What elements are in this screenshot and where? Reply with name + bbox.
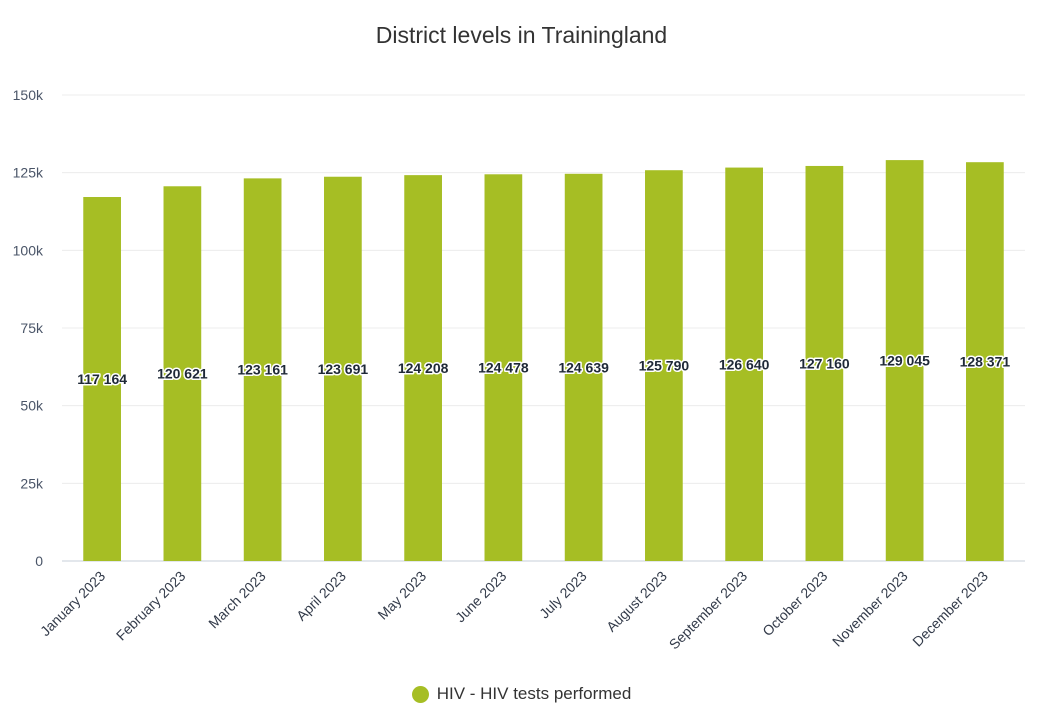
bar[interactable] <box>564 173 603 561</box>
x-tick-label: February 2023 <box>113 568 189 644</box>
bar[interactable] <box>83 197 121 562</box>
bar[interactable] <box>324 176 362 562</box>
legend-swatch <box>411 685 429 703</box>
data-label: 124 208 <box>398 360 449 376</box>
x-tick-label: November 2023 <box>829 568 911 650</box>
bar[interactable] <box>484 174 523 562</box>
bar[interactable] <box>163 186 202 562</box>
data-label: 125 790 <box>639 358 690 374</box>
data-label: 123 161 <box>237 362 288 378</box>
y-tick-label: 125k <box>13 165 44 181</box>
y-tick-label: 50k <box>20 398 44 414</box>
data-label: 117 164 <box>77 371 127 387</box>
bar[interactable] <box>805 165 844 561</box>
x-tick-label: July 2023 <box>536 568 590 622</box>
y-tick-label: 100k <box>13 242 44 258</box>
bar[interactable] <box>725 167 763 562</box>
x-tick-label: January 2023 <box>37 568 108 639</box>
y-tick-label: 0 <box>35 553 43 569</box>
bar[interactable] <box>404 175 442 562</box>
x-tick-label: September 2023 <box>666 568 751 653</box>
legend[interactable]: HIV - HIV tests performed <box>0 684 1043 704</box>
data-label: 120 621 <box>157 366 208 382</box>
x-tick-label: June 2023 <box>452 568 510 626</box>
data-label: 123 691 <box>318 361 369 377</box>
x-tick-label: December 2023 <box>909 568 991 650</box>
data-label: 126 640 <box>719 356 770 372</box>
y-tick-label: 150k <box>13 87 44 103</box>
data-label: 129 045 <box>879 353 930 369</box>
y-tick-label: 75k <box>20 320 44 336</box>
legend-label: HIV - HIV tests performed <box>436 684 632 703</box>
x-tick-label: April 2023 <box>293 568 349 624</box>
bar[interactable] <box>966 162 1004 561</box>
data-label: 127 160 <box>799 355 850 371</box>
bar[interactable] <box>645 170 683 561</box>
data-label: 128 371 <box>960 354 1011 370</box>
chart-title: District levels in Trainingland <box>375 22 668 48</box>
data-label: 124 639 <box>558 359 609 375</box>
x-tick-label: May 2023 <box>374 568 429 623</box>
y-tick-label: 25k <box>20 475 44 491</box>
bar[interactable] <box>243 178 282 561</box>
data-label: 124 478 <box>478 360 529 376</box>
x-tick-label: March 2023 <box>205 568 269 632</box>
x-tick-label: August 2023 <box>603 568 670 635</box>
x-tick-label: October 2023 <box>759 568 830 639</box>
bar[interactable] <box>885 160 924 561</box>
